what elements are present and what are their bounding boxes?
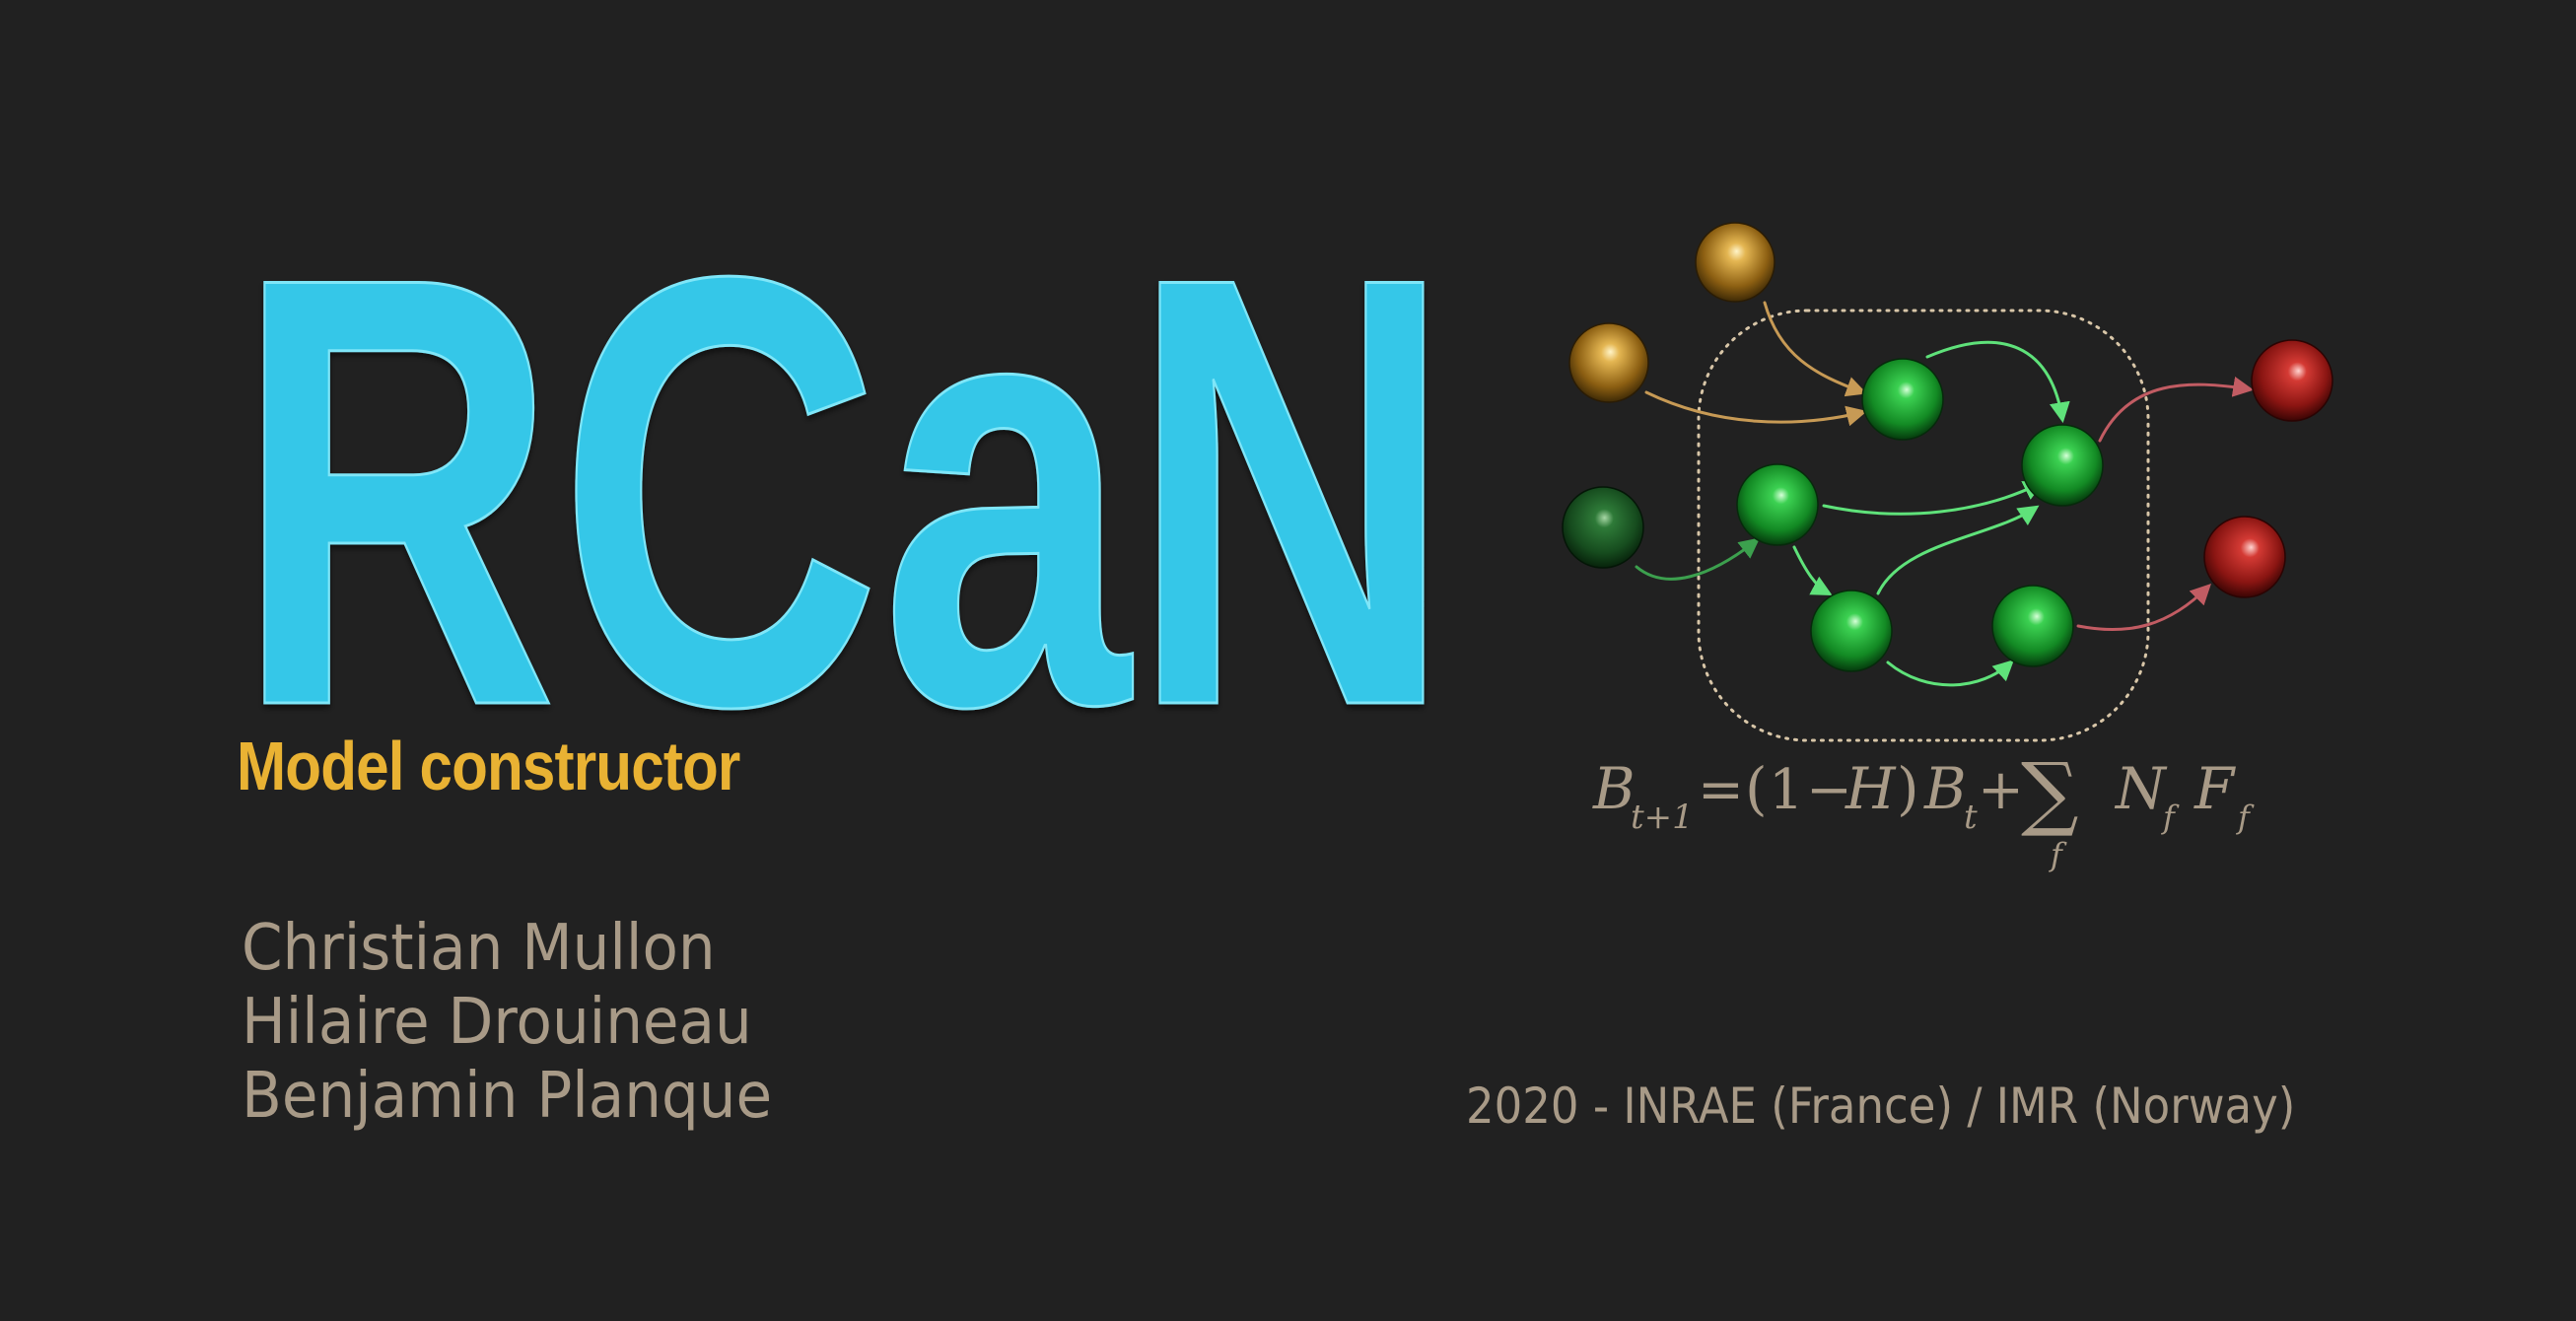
dark-species-node (1562, 486, 1644, 569)
formula-open: ( (1745, 755, 1768, 822)
formula-eq: = (1698, 758, 1744, 822)
system-boundary (1697, 309, 2150, 742)
formula-n: N (2114, 755, 2168, 822)
resource-node (1695, 222, 1775, 303)
species-node (1810, 590, 1893, 672)
author-list: Christian Mullon Hilaire Drouineau Benja… (242, 912, 772, 1134)
flow-arrow (1822, 481, 2045, 516)
species-node (2021, 424, 2104, 507)
formula-b: B (1592, 755, 1636, 822)
trophic-network-diagram (1562, 222, 2333, 742)
author-name: Benjamin Planque (242, 1060, 773, 1133)
species-node (1991, 585, 2074, 667)
flow-arrow (1763, 301, 1867, 397)
formula-sub-t1: t+1 (1631, 798, 1694, 837)
formula-close: ) (1897, 755, 1919, 822)
rcan-logo: RCaN (234, 212, 1455, 725)
formula-sub-t: t (1964, 798, 1978, 837)
species-node (1861, 358, 1944, 441)
flow-arrow (2098, 376, 2255, 443)
sink-node (2203, 516, 2286, 598)
formula-sub-f1: f (2161, 799, 2180, 836)
formula-minus: − (1806, 758, 1852, 822)
formula-f: F (2193, 755, 2236, 822)
author-name: Hilaire Drouineau (242, 986, 752, 1059)
sink-node (2251, 339, 2333, 422)
flow-arrow (1876, 505, 2040, 595)
flow-arrow (1644, 390, 1868, 427)
species-node (1736, 463, 1819, 546)
population-equation: B t+1 = ( 1 − H ) B t + ∑ f N f F f (1592, 749, 2255, 873)
flow-arrow (2076, 584, 2211, 632)
flow-arrow (1925, 340, 2070, 424)
formula-b2: B (1923, 755, 1967, 822)
formula-sum-index: f (2049, 836, 2067, 873)
flow-arrow (1635, 537, 1761, 581)
formula-one: 1 (1769, 758, 1804, 822)
logo-title: RCaN (235, 212, 1453, 725)
flow-arrow (1886, 660, 2015, 687)
formula-plus: + (1978, 758, 2024, 822)
formula-sum: ∑ (2021, 749, 2079, 840)
author-name: Christian Mullon (242, 912, 716, 985)
credit-line: 2020 - INRAE (France) / IMR (Norway) (1466, 1078, 2296, 1135)
formula-sub-f2: f (2236, 799, 2255, 836)
resource-node (1568, 322, 1649, 403)
flow-arrow (1792, 545, 1833, 595)
formula-h: H (1845, 755, 1897, 822)
subtitle: Model constructor (237, 728, 740, 804)
